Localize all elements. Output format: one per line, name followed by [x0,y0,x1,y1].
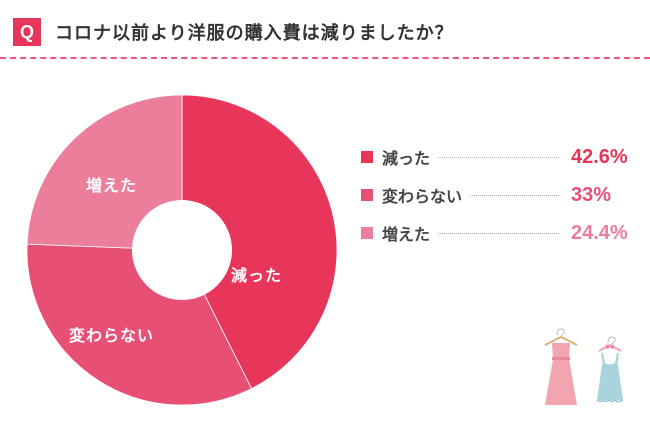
question-title: コロナ以前より洋服の購入費は減りましたか？ [55,23,454,44]
legend-swatch [361,151,373,163]
leader-line [470,194,559,196]
question-header: Q コロナ以前より洋服の購入費は減りましたか？ [13,18,454,46]
legend-label: 減った [382,149,431,168]
leader-line [438,232,559,234]
legend-label: 変わらない [382,187,463,206]
legend-item-decreased: 減った 42.6% [361,138,641,176]
legend-label: 増えた [382,225,431,244]
donut-chart: 減った 変わらない 増えた [26,94,338,406]
legend-value: 33% [571,183,612,206]
slice-decreased [181,94,338,390]
donut-hole [132,200,232,300]
slice-label-unchanged: 変わらない [69,326,155,345]
slice-label-decreased: 減った [231,266,283,285]
legend-swatch [361,189,373,201]
legend-item-increased: 増えた 24.4% [361,214,641,252]
legend-item-unchanged: 変わらない 33% [361,176,641,214]
donut-chart-svg [26,94,338,406]
leader-line [438,156,559,158]
legend-swatch [361,227,373,239]
slice-increased [26,94,183,251]
dresses-on-hangers-icon [535,325,635,420]
chart-legend: 減った 42.6% 変わらない 33% 増えた 24.4% [361,138,641,252]
slice-label-increased: 増えた [86,176,138,195]
legend-value: 24.4% [571,221,628,244]
legend-value: 42.6% [571,145,628,168]
question-badge: Q [13,18,41,46]
dashed-divider [0,57,650,59]
